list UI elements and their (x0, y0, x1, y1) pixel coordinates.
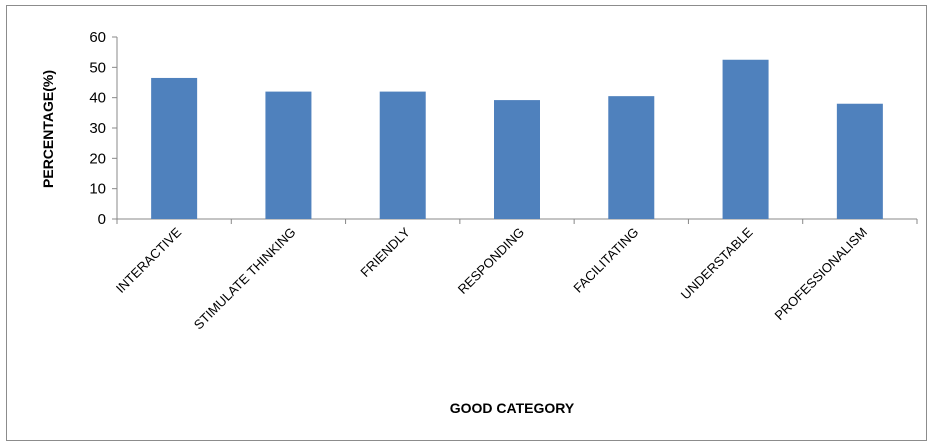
bar (836, 103, 883, 219)
x-category-label: RESPONDING (455, 225, 527, 297)
x-category-label: UNDERSTABLE (678, 224, 756, 302)
bar (494, 100, 540, 219)
y-axis: 0 10 20 30 40 50 60 (89, 29, 118, 228)
x-axis-title: GOOD CATEGORY (450, 400, 575, 416)
bar (265, 91, 312, 219)
bar (608, 96, 655, 219)
x-axis: INTERACTIVE STIMULATE THINKING FRIENDLY RES… (113, 218, 918, 333)
chart-frame (6, 5, 927, 441)
bar (722, 59, 769, 219)
bars (151, 59, 883, 219)
y-tick-label: 60 (89, 29, 106, 46)
bar (151, 77, 198, 219)
y-tick-label: 50 (89, 59, 106, 76)
x-category-label: PROFESSIONALISM (772, 225, 870, 323)
x-category-label: FACILITATING (570, 225, 641, 296)
x-category-label: INTERACTIVE (113, 224, 185, 296)
x-category-label: STIMULATE THINKING (191, 225, 299, 333)
y-tick-label: 30 (89, 120, 106, 137)
x-category-label: FRIENDLY (357, 224, 413, 280)
y-axis-title: PERCENTAGE(%) (40, 70, 56, 188)
bar (379, 91, 426, 219)
y-tick-label: 40 (89, 90, 106, 107)
y-tick-label: 20 (89, 150, 106, 167)
y-tick-label: 0 (98, 211, 106, 228)
y-tick-label: 10 (89, 181, 106, 198)
